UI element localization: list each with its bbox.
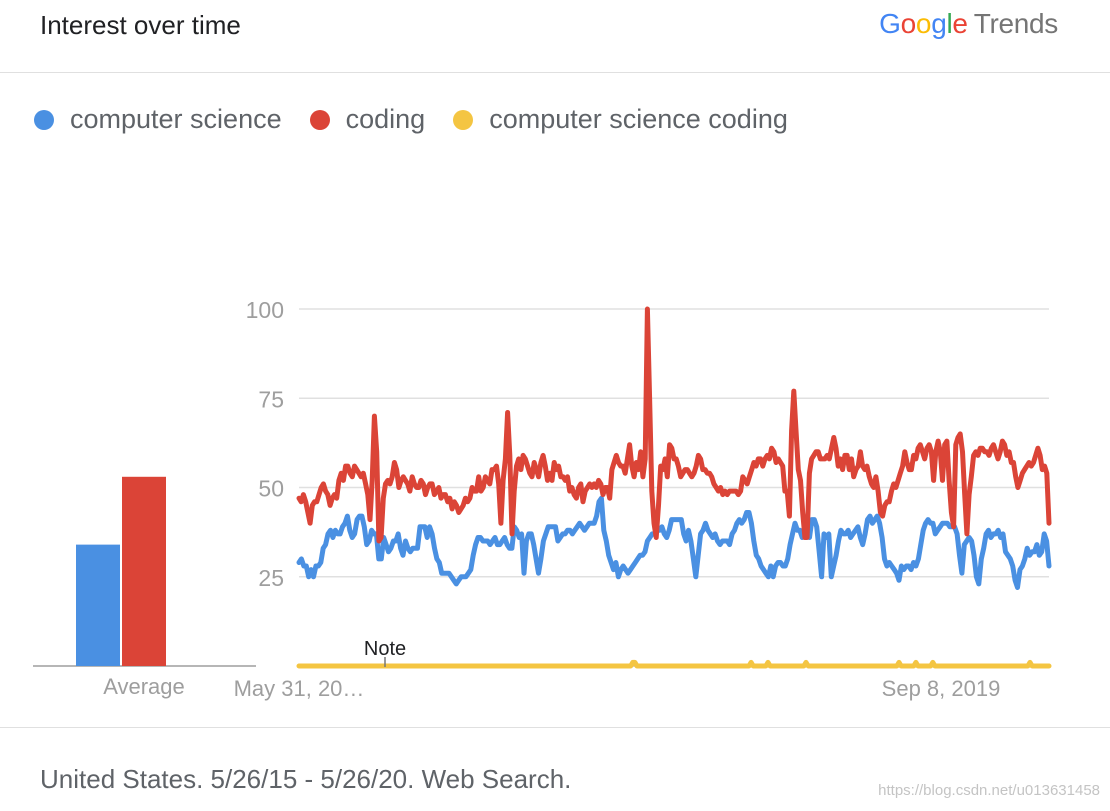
y-tick-label: 75: [258, 386, 284, 412]
series-lines: [296, 306, 1052, 669]
legend-dot: [453, 109, 474, 130]
watermark: https://blog.csdn.net/u013631458: [878, 782, 1100, 799]
series-line-coding: [296, 306, 1052, 544]
average-bar-coding: [122, 476, 166, 666]
x-tick-label: Sep 8, 2019: [882, 676, 1001, 701]
google-letter: G: [879, 8, 901, 39]
google-letter: l: [946, 8, 953, 39]
card-footer: United States. 5/26/15 - 5/26/20. Web Se…: [0, 727, 1110, 811]
google-letter: o: [900, 8, 917, 39]
google-letter: o: [915, 8, 932, 39]
legend-dot: [34, 109, 54, 130]
card-header: Interest over time Google Trends: [0, 0, 1110, 73]
y-tick-label: 100: [246, 297, 284, 323]
legend-dot: [309, 109, 330, 130]
y-tick-label: 25: [258, 565, 284, 591]
google-letter: g: [931, 8, 947, 39]
average-bar-computer-science: [76, 544, 120, 666]
legend-label: coding: [345, 104, 426, 134]
legend-item-coding[interactable]: coding: [309, 104, 426, 135]
page-title: Interest over time: [40, 10, 241, 40]
x-tick-label: May 31, 20…: [234, 676, 365, 701]
average-bars: [33, 476, 256, 667]
note-label: Note: [364, 638, 406, 660]
series-line-computer-science-coding: [296, 659, 1052, 669]
google-trends-logo[interactable]: Google Trends: [879, 8, 1058, 40]
series-line-computer-science: [296, 495, 1052, 590]
axis-labels: 25 50 75 100 Average Note May 31, 20… Sep 8, 20…: [103, 297, 1000, 701]
interest-chart: 25 50 75 100 Average Note May 31, 20… Sep 8, 20…: [33, 297, 1052, 701]
google-wordmark: Google: [879, 8, 968, 39]
legend-item-computer-science[interactable]: computer science: [34, 104, 282, 135]
footer-region-info: United States. 5/26/15 - 5/26/20. Web Se…: [40, 764, 572, 794]
trends-wordmark: Trends: [973, 8, 1059, 39]
google-letter: e: [952, 8, 968, 39]
legend-label: computer science coding: [489, 104, 788, 134]
y-tick-label: 50: [258, 476, 284, 502]
chart-legend: computer science coding computer science…: [34, 104, 816, 135]
legend-label: computer science: [70, 104, 282, 134]
legend-item-computer-science-coding[interactable]: computer science coding: [453, 104, 788, 135]
average-label: Average: [103, 674, 185, 699]
